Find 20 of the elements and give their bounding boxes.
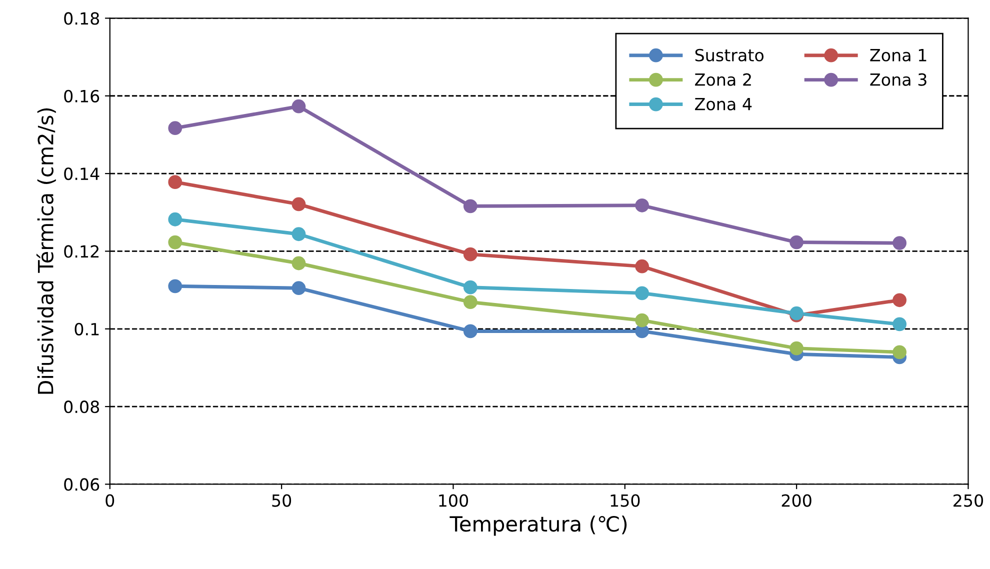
x-tick-label: 50: [272, 494, 292, 507]
y-tick-label: 0.16: [64, 90, 100, 102]
legend-label: Zona 2: [695, 73, 751, 86]
x-tick-label: 250: [954, 494, 984, 507]
x-tick-label: 0: [106, 494, 114, 507]
legend-label: Sustrato: [695, 48, 764, 62]
y-tick-label: 0.18: [64, 12, 100, 25]
legend-label: Zona 4: [695, 98, 752, 110]
x-tick-label: 200: [782, 494, 812, 507]
x-axis-title: Temperatura (℃): [450, 516, 627, 536]
y-tick-label: 0.12: [64, 245, 98, 258]
legend-label: Zona 3: [870, 73, 926, 86]
x-tick-label: 100: [439, 494, 468, 507]
legend-label: Zona 1: [870, 49, 926, 62]
y-tick-label: 0.06: [64, 478, 100, 491]
x-tick-label: 150: [610, 494, 640, 507]
y-axis-title: Difusividad Térmica (cm2/s): [36, 108, 56, 394]
y-tick-label: 0.08: [64, 400, 100, 414]
y-tick-label: 0.1: [74, 322, 99, 336]
y-tick-label: 0.14: [64, 168, 100, 180]
